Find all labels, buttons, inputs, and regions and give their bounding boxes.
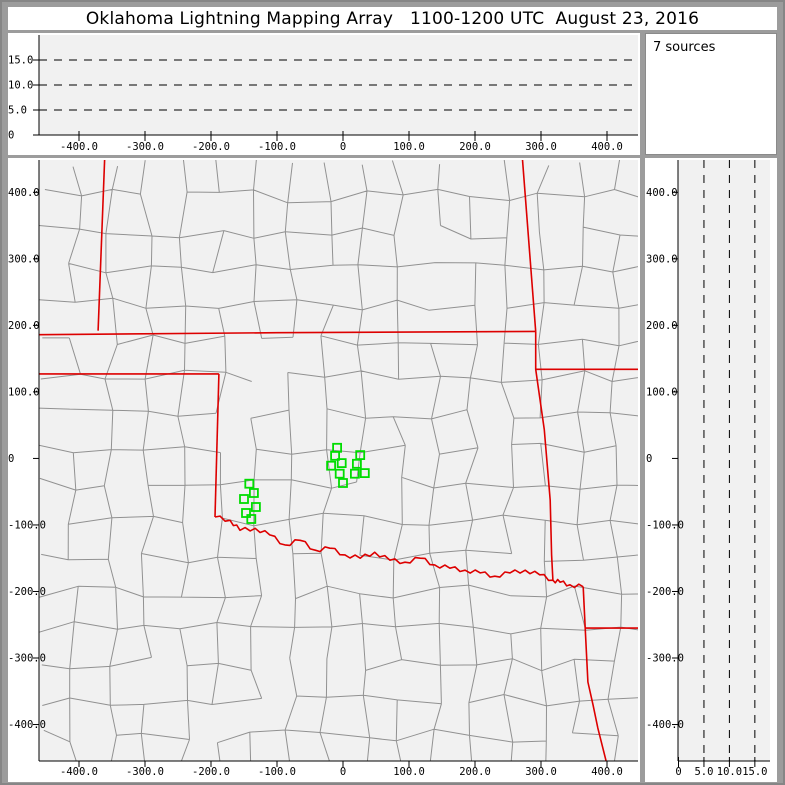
svg-text:100.0: 100.0 <box>393 141 425 153</box>
svg-text:-300.0: -300.0 <box>8 653 46 665</box>
state-border-texas-louisiana <box>584 628 607 761</box>
lightning-source-marker <box>334 468 345 479</box>
lightning-source-marker <box>351 458 362 469</box>
svg-text:15.0: 15.0 <box>8 55 33 67</box>
svg-text:400.0: 400.0 <box>8 187 40 199</box>
svg-text:-400.0: -400.0 <box>60 141 98 153</box>
svg-text:-300.0: -300.0 <box>646 653 684 665</box>
svg-text:100.0: 100.0 <box>8 386 40 398</box>
svg-text:400.0: 400.0 <box>591 766 623 778</box>
sources-count-panel: 7 sources <box>645 33 777 155</box>
lightning-source-marker <box>359 468 370 479</box>
title-bar: Oklahoma Lightning Mapping Array 1100-12… <box>8 7 777 30</box>
ns-y-ticks: 400.0 300.0 200.0 100.0 0 -100.0 -200.0 -300.0 -… <box>646 187 684 731</box>
svg-text:0: 0 <box>340 141 346 153</box>
state-border-oklahoma-east <box>534 331 554 581</box>
ew-altitude-gridlines <box>39 59 638 111</box>
lightning-source-marker <box>239 494 249 504</box>
ew-y-ticks: 0 5.0 10.0 15.0 <box>8 55 45 142</box>
map-y-ticks: 400.0 300.0 200.0 100.0 0 -100.0 -200.0 -300.0 -… <box>8 187 46 731</box>
svg-text:200.0: 200.0 <box>459 141 491 153</box>
svg-text:0: 0 <box>340 766 346 778</box>
state-border-texas-arkansas <box>582 586 586 629</box>
state-border-red-river <box>214 515 584 589</box>
svg-text:100.0: 100.0 <box>393 766 425 778</box>
svg-text:-200.0: -200.0 <box>646 586 684 598</box>
svg-text:5.0: 5.0 <box>8 105 27 117</box>
svg-text:300.0: 300.0 <box>8 253 40 265</box>
county-grid <box>39 160 638 761</box>
state-border-texas-oklahoma-100w <box>214 373 220 518</box>
lightning-source-marker <box>244 478 255 489</box>
plan-view-plot[interactable]: 400.0300.0200.0100.00-100.0-200.0-300.0-… <box>8 158 640 782</box>
svg-text:0: 0 <box>8 130 14 142</box>
svg-text:-200.0: -200.0 <box>192 141 230 153</box>
map-x-ticks: -400.0 -300.0 -200.0 -100.0 0 100.0 200.0 300.0… <box>60 761 623 778</box>
state-border-kansas-missouri <box>521 160 537 332</box>
sources-count-label: 7 sources <box>653 40 716 55</box>
lightning-source-marker <box>338 478 348 488</box>
source-markers <box>239 442 370 524</box>
ew-altitude-panel: 0 5.0 10.0 15.0 -400.0 -300.0 -200.0 -100.0 0 100… <box>8 33 640 155</box>
svg-text:300.0: 300.0 <box>525 766 557 778</box>
svg-text:10.0: 10.0 <box>8 80 33 92</box>
svg-text:-400.0: -400.0 <box>60 766 98 778</box>
svg-text:-100.0: -100.0 <box>258 141 296 153</box>
plan-view-panel: 400.0 300.0 200.0 100.0 0 -100.0 -200.0 -300.0-… <box>8 158 640 782</box>
lightning-source-marker <box>326 460 337 471</box>
ew-altitude-plot[interactable]: 0 5.0 10.0 15.0 -400.0 -300.0 -200.0 -100.0 0 100… <box>8 33 640 155</box>
ew-x-ticks: -400.0 -300.0 -200.0 -100.0 0 100.0 200.0 300.0… <box>60 131 623 153</box>
lightning-source-marker <box>241 508 251 518</box>
state-borders <box>39 160 638 761</box>
svg-text:200.0: 200.0 <box>459 766 491 778</box>
svg-text:300.0: 300.0 <box>525 141 557 153</box>
svg-text:-300.0: -300.0 <box>126 141 164 153</box>
svg-text:-100.0: -100.0 <box>258 766 296 778</box>
svg-text:-200.0: -200.0 <box>8 586 46 598</box>
svg-text:-100.0: -100.0 <box>8 519 46 531</box>
svg-text:-400.0: -400.0 <box>646 719 684 731</box>
svg-text:400.0: 400.0 <box>591 141 623 153</box>
svg-text:300.0: 300.0 <box>646 253 678 265</box>
state-border-colorado-kansas <box>97 160 106 331</box>
ns-plot-area <box>678 160 770 761</box>
lightning-source-marker <box>336 458 347 469</box>
svg-text:200.0: 200.0 <box>8 320 40 332</box>
lightning-source-marker <box>330 450 341 461</box>
svg-text:-300.0: -300.0 <box>126 766 164 778</box>
svg-text:10.0: 10.0 <box>717 766 742 778</box>
lightning-source-marker <box>349 468 360 479</box>
ew-plot-area <box>39 35 638 135</box>
svg-text:0: 0 <box>8 453 14 465</box>
svg-text:400.0: 400.0 <box>646 187 678 199</box>
svg-text:-200.0: -200.0 <box>192 766 230 778</box>
svg-text:15.0: 15.0 <box>742 766 767 778</box>
state-border-kansas-oklahoma <box>39 330 536 336</box>
svg-text:5.0: 5.0 <box>694 766 713 778</box>
svg-text:200.0: 200.0 <box>646 320 678 332</box>
ns-altitude-gridlines <box>703 160 756 761</box>
ns-altitude-panel: 400.0 300.0 200.0 100.0 0 -100.0 -200.0 -300.0 -… <box>645 158 777 782</box>
window-title: Oklahoma Lightning Mapping Array 1100-12… <box>85 8 700 29</box>
ns-altitude-plot[interactable]: 400.0 300.0 200.0 100.0 0 -100.0 -200.0 -300.0 -… <box>645 158 777 782</box>
lightning-source-marker <box>250 502 261 512</box>
svg-text:0: 0 <box>675 766 681 778</box>
svg-text:-400.0: -400.0 <box>8 719 46 731</box>
svg-text:-100.0: -100.0 <box>646 519 684 531</box>
lightning-source-marker <box>248 488 259 498</box>
ns-x-ticks: 0 5.0 10.0 15.0 <box>675 757 767 778</box>
svg-text:0: 0 <box>646 453 652 465</box>
lightning-source-marker <box>246 514 257 524</box>
svg-text:100.0: 100.0 <box>646 386 678 398</box>
